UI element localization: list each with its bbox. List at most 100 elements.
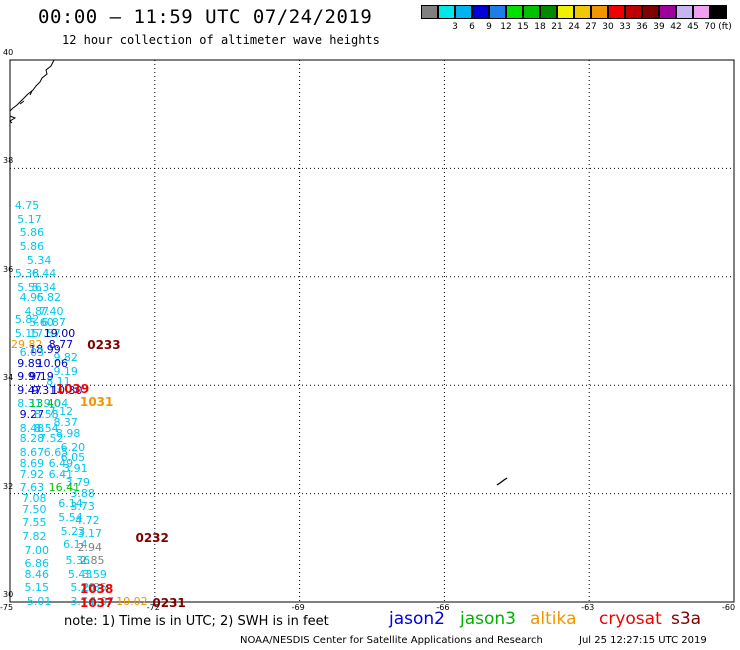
wave-height-value: 8.58 xyxy=(34,408,59,421)
wave-height-value: 9.31 xyxy=(31,383,57,397)
wave-height-value: 5.17 xyxy=(17,212,42,226)
wave-height-value: 6.44 xyxy=(31,267,57,281)
wave-height-value: 9.47 xyxy=(17,383,42,397)
legend-swatch xyxy=(591,5,608,19)
wave-height-value: 8.54 xyxy=(34,421,59,435)
legend-label: 42 xyxy=(670,22,682,32)
legend-label: 27 xyxy=(585,22,597,32)
longitude-tick: -66 xyxy=(436,603,450,612)
wave-height-value: 13.40 xyxy=(29,397,61,411)
wave-height-value: 29.82 xyxy=(11,337,43,351)
wave-height-value: 8.48 xyxy=(19,421,45,435)
wave-height-value: 4.95 xyxy=(19,291,45,305)
map-grid xyxy=(10,60,734,602)
legend-swatch xyxy=(506,5,523,19)
wave-height-value: 5.86 xyxy=(19,226,45,240)
legend-swatch xyxy=(438,5,455,19)
wave-height-value: 2.85 xyxy=(79,554,105,568)
wave-height-value: 9.19 xyxy=(29,370,54,384)
wave-height-value: 19.00 xyxy=(43,326,76,340)
longitude-tick: -75 xyxy=(0,603,14,612)
wave-height-value: 8.11 xyxy=(46,375,71,389)
longitude-tick: -63 xyxy=(581,603,595,612)
latitude-tick: 30 xyxy=(3,590,14,599)
wave-height-value: 7.82 xyxy=(22,529,47,543)
longitude-tick: -60 xyxy=(722,603,736,612)
wave-height-value: 5.15 xyxy=(24,581,49,595)
wave-height-value: 10.06 xyxy=(36,356,69,370)
wave-height-value: 9.04 xyxy=(43,397,69,411)
wave-height-value: 9.27 xyxy=(19,408,45,421)
legend-label: 39 xyxy=(653,22,665,32)
wave-height-value: 6.49 xyxy=(48,456,74,470)
wave-height-value: 8.98 xyxy=(55,426,81,440)
satellite-label-altika: altika xyxy=(530,609,577,629)
legend-swatch xyxy=(676,5,693,19)
legend-label: 6 xyxy=(469,22,475,32)
page-subtitle: 12 hour collection of altimeter wave hei… xyxy=(62,33,380,47)
wave-height-value: 8.31 xyxy=(17,397,42,411)
latitude-tick: 34 xyxy=(3,373,14,383)
wave-height-value: 17.57 xyxy=(29,326,61,340)
wave-height-value: 6.14 xyxy=(58,497,83,511)
wave-height-value: 4.75 xyxy=(14,199,40,213)
wave-height-value: 6.87 xyxy=(41,315,66,329)
longitude-tick: -72 xyxy=(146,603,160,612)
wave-height-value: 8.67 xyxy=(19,445,45,459)
wave-height-value: 7.63 xyxy=(19,481,45,495)
pass-time-label: 1039 xyxy=(55,381,90,396)
wave-height-value: 18.99 xyxy=(29,342,61,356)
wave-height-value: 8.37 xyxy=(53,416,78,430)
legend-swatch xyxy=(693,5,710,19)
latitude-tick: 40 xyxy=(3,48,14,57)
legend-swatch xyxy=(642,5,659,19)
wave-height-value: 7.40 xyxy=(38,305,64,319)
legend-swatch xyxy=(557,5,574,19)
legend-label: 21 xyxy=(551,22,563,32)
wave-height-value: 3.59 xyxy=(82,567,107,581)
legend-swatch xyxy=(523,5,540,19)
longitude-tick: -69 xyxy=(291,603,305,612)
wave-height-value: 5.54 xyxy=(58,510,83,524)
pass-time-label: 1031 xyxy=(79,395,114,410)
wave-height-value: 6.03 xyxy=(19,345,45,359)
satellite-label-cryosat: cryosat xyxy=(599,609,662,629)
wave-height-value: 5.56 xyxy=(17,280,42,294)
wave-height-value: 5.86 xyxy=(19,239,45,253)
wave-height-value: 6.41 xyxy=(48,467,74,481)
legend-unit: (ft) xyxy=(718,22,732,32)
wave-height-value: 5.34 xyxy=(26,253,52,267)
legend-label: 15 xyxy=(517,22,529,32)
wave-height-value: 7.08 xyxy=(22,492,47,506)
wave-height-value: 3.17 xyxy=(77,527,103,541)
wave-height-value: 3.88 xyxy=(70,486,95,500)
wave-height-value: 8.28 xyxy=(19,432,45,446)
wave-height-value: 5.23 xyxy=(60,524,86,538)
legend-swatch xyxy=(540,5,557,19)
legend-label: 30 xyxy=(602,22,614,32)
bermuda-island xyxy=(496,477,508,486)
satellite-label-jason2: jason2 xyxy=(389,609,445,629)
wave-height-value: 5.34 xyxy=(31,280,57,294)
wave-height-value: 5.36 xyxy=(65,554,91,568)
wave-height-value: 10.02 xyxy=(116,595,148,608)
wave-height-value: 6.20 xyxy=(60,440,86,454)
wave-height-value: 4.07 xyxy=(89,595,115,608)
wave-height-value: 7.92 xyxy=(19,467,45,481)
wave-height-value: 6.82 xyxy=(36,291,62,305)
latitude-tick: 38 xyxy=(3,156,14,166)
wave-height-value: 5.26 xyxy=(70,581,95,595)
pass-time-label: 1038 xyxy=(79,582,114,597)
legend-swatch xyxy=(455,5,472,19)
wave-height-value: 10.30 xyxy=(51,383,83,397)
page-title: 00:00 – 11:59 UTC 07/24/2019 xyxy=(38,6,373,28)
credit-line: NOAA/NESDIS Center for Satellite Applica… xyxy=(240,635,543,646)
wave-height-value: 7.55 xyxy=(22,516,47,530)
legend-label: 24 xyxy=(568,22,580,32)
legend-swatch xyxy=(421,5,438,19)
color-legend: 3 6 9 12 15 18 21 24 27 30 33 36 39 42 45 70 (ft) xyxy=(421,5,732,35)
wave-height-value: 6.05 xyxy=(60,451,86,465)
legend-swatch xyxy=(472,5,489,19)
wave-height-value: 9.89 xyxy=(17,356,42,370)
